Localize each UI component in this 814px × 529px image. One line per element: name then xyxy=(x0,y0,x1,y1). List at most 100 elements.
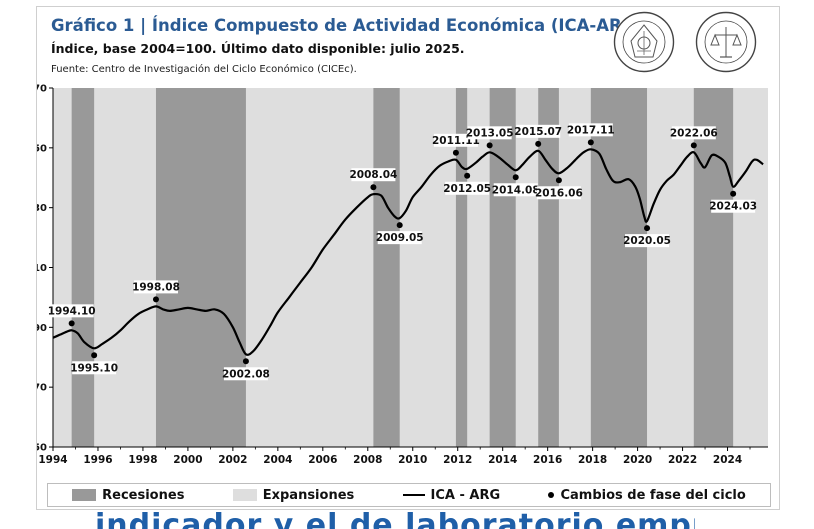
x-tick-label: 2002 xyxy=(218,454,247,466)
turning-point-label-bg xyxy=(377,231,422,245)
turning-point-dot xyxy=(535,140,542,147)
turning-point-label-bg xyxy=(568,123,613,137)
turning-point-label: 2012.05 xyxy=(443,183,491,195)
rosario-seal-logo xyxy=(695,11,757,73)
y-tick-label: 50 xyxy=(37,443,47,454)
recession-band xyxy=(71,88,95,447)
y-tick-label: 70 xyxy=(37,383,47,394)
turning-point-label: 2020.05 xyxy=(623,235,671,247)
turning-point-dot xyxy=(690,142,697,149)
y-tick-label: 90 xyxy=(37,323,47,334)
turning-point-dot xyxy=(242,358,249,365)
legend-recessions: Recesiones xyxy=(72,488,184,503)
turning-point-label: 2014.08 xyxy=(492,184,540,196)
turning-point-label-bg xyxy=(72,361,117,375)
x-tick-label: 1996 xyxy=(83,454,112,466)
y-tick-label: 170 xyxy=(37,84,47,95)
turning-point-label-bg xyxy=(351,168,396,182)
turning-point-label: 2009.05 xyxy=(376,232,424,244)
turning-point-label: 2016.06 xyxy=(535,187,583,199)
legend-turning-points: Cambios de fase del ciclo xyxy=(548,487,746,503)
dot-swatch xyxy=(548,492,555,498)
turning-point-dot xyxy=(91,352,98,359)
recession-band xyxy=(455,88,468,447)
x-tick-label: 2010 xyxy=(398,454,427,466)
x-tick-label: 2004 xyxy=(263,454,292,466)
turning-point-label: 2022.06 xyxy=(670,127,718,139)
bottom-cropped-text: indicador y el de laboratorio empresario xyxy=(95,512,695,529)
turning-point-dot xyxy=(644,225,651,232)
y-tick-label: 150 xyxy=(37,143,47,154)
turning-point-dot xyxy=(512,174,519,181)
turning-point-dot xyxy=(464,172,471,179)
chart-legend: Recesiones Expansiones ICA - ARG Cambios… xyxy=(47,483,771,507)
turning-point-label-bg xyxy=(467,126,512,140)
chart-card: 50 70 90 110 130 150 170 1994 1996 1998 2000 2002 20… xyxy=(36,6,780,510)
x-tick-label: 2006 xyxy=(308,454,337,466)
turning-point-label-bg xyxy=(711,199,756,213)
x-tick-label: 2012 xyxy=(443,454,472,466)
expansion-swatch xyxy=(232,489,257,501)
bottom-cropped-text-line: indicador y el de laboratorio empresario xyxy=(95,512,695,529)
turning-point-dot xyxy=(68,320,75,327)
turning-point-dot xyxy=(486,142,493,149)
x-tick-label: 2000 xyxy=(173,454,202,466)
turning-point-label-bg xyxy=(493,183,538,197)
turning-point-label-bg xyxy=(133,280,178,294)
x-tick-label: 2018 xyxy=(578,454,607,466)
turning-point-label: 2015.07 xyxy=(514,126,562,138)
chart-svg: 50 70 90 110 130 150 170 1994 1996 1998 2000 2002 20… xyxy=(37,84,768,466)
x-tick-label: 1998 xyxy=(128,454,157,466)
turning-point-label: 1995.10 xyxy=(70,362,118,374)
turning-point-label-bg xyxy=(223,367,268,381)
legend-turning-points-label: Cambios de fase del ciclo xyxy=(560,487,746,503)
turning-point-label: 2002.08 xyxy=(222,368,270,380)
turning-point-label: 1998.08 xyxy=(132,281,180,293)
recession-band xyxy=(489,88,516,447)
turning-point-label-bg xyxy=(49,304,94,318)
chart-source: Fuente: Centro de Investigación del Cicl… xyxy=(51,64,357,75)
chart-title: Gráfico 1 | Índice Compuesto de Activida… xyxy=(51,16,650,35)
turning-point-label: 2013.05 xyxy=(466,127,514,139)
y-tick-label: 110 xyxy=(37,263,47,274)
legend-expansions-label: Expansiones xyxy=(262,487,355,503)
turning-point-label: 2024.03 xyxy=(709,201,757,213)
legend-expansions: Expansiones xyxy=(232,487,355,503)
turning-point-dot xyxy=(730,190,737,197)
x-tick-label: 2014 xyxy=(488,454,517,466)
line-swatch xyxy=(402,494,425,496)
legend-series: ICA - ARG xyxy=(402,487,501,503)
turning-point-dot xyxy=(555,177,562,184)
chart-subtitle: Índice, base 2004=100. Último dato dispo… xyxy=(51,41,465,56)
recession-band xyxy=(155,88,246,447)
turning-point-dot xyxy=(396,222,403,229)
turning-point-label: 1994.10 xyxy=(48,305,96,317)
recession-band xyxy=(590,88,648,447)
legend-recessions-label: Recesiones xyxy=(102,487,185,503)
turning-point-dot xyxy=(370,184,377,191)
legend-series-label: ICA - ARG xyxy=(430,487,501,503)
x-tick-label: 2024 xyxy=(713,454,742,466)
santa-fe-seal-logo xyxy=(613,11,675,73)
turning-point-label-bg xyxy=(671,126,716,140)
x-tick-label: 1994 xyxy=(38,454,67,466)
turning-point-dot xyxy=(152,296,159,303)
recession-band xyxy=(538,88,559,447)
turning-point-label-bg xyxy=(445,181,490,195)
turning-point-dot xyxy=(452,149,459,156)
turning-point-label-bg xyxy=(433,133,478,147)
turning-point-label: 2017.11 xyxy=(567,124,615,136)
turning-point-label-bg xyxy=(536,186,581,200)
recession-swatch xyxy=(72,489,97,501)
ica-arg-series-line xyxy=(52,148,764,356)
x-tick-label: 2020 xyxy=(623,454,652,466)
recession-band xyxy=(373,88,400,447)
turning-point-label-bg xyxy=(516,124,561,138)
y-tick-label: 130 xyxy=(37,203,47,214)
x-tick-label: 2016 xyxy=(533,454,562,466)
turning-point-label-bg xyxy=(625,234,670,248)
x-tick-label: 2022 xyxy=(668,454,697,466)
turning-point-label: 2008.04 xyxy=(349,169,397,181)
turning-point-dot xyxy=(587,139,594,146)
x-tick-label: 2008 xyxy=(353,454,382,466)
